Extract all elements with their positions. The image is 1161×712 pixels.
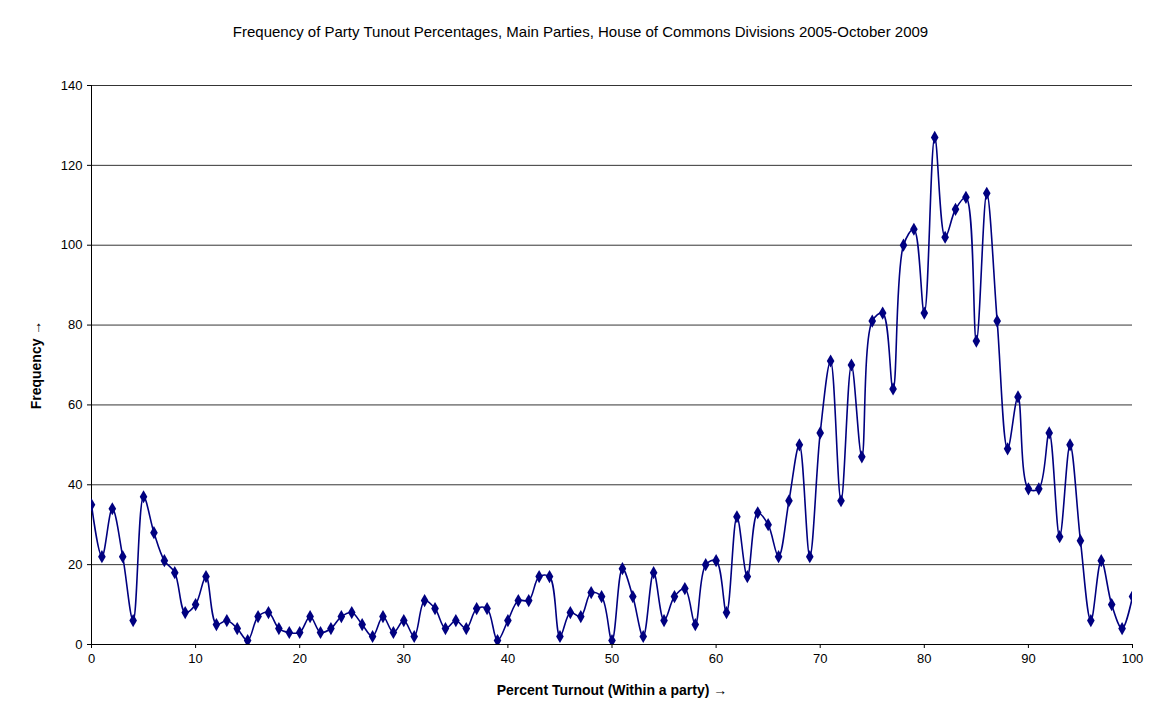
svg-text:100: 100 <box>61 237 83 252</box>
svg-text:30: 30 <box>397 651 411 666</box>
svg-text:Frequency →: Frequency → <box>28 321 44 410</box>
svg-text:90: 90 <box>1021 651 1035 666</box>
svg-text:120: 120 <box>61 158 83 173</box>
svg-text:80: 80 <box>68 317 82 332</box>
svg-text:50: 50 <box>605 651 619 666</box>
svg-text:40: 40 <box>68 477 82 492</box>
svg-text:60: 60 <box>68 397 82 412</box>
svg-text:100: 100 <box>1122 651 1144 666</box>
svg-text:Percent Turnout (Within a part: Percent Turnout (Within a party) → <box>497 682 728 698</box>
svg-text:0: 0 <box>88 651 95 666</box>
html-text:Frequency of Party Tunout Perc: Frequency of Party Tunout Percentages, M… <box>232 23 929 40</box>
svg-text:140: 140 <box>61 78 83 93</box>
svg-text:70: 70 <box>813 651 827 666</box>
svg-text:20: 20 <box>292 651 306 666</box>
svg-text:20: 20 <box>68 557 82 572</box>
svg-text:60: 60 <box>709 651 723 666</box>
svg-text:10: 10 <box>188 651 202 666</box>
svg-text:0: 0 <box>75 637 82 652</box>
svg-text:40: 40 <box>501 651 515 666</box>
svg-text:80: 80 <box>917 651 931 666</box>
